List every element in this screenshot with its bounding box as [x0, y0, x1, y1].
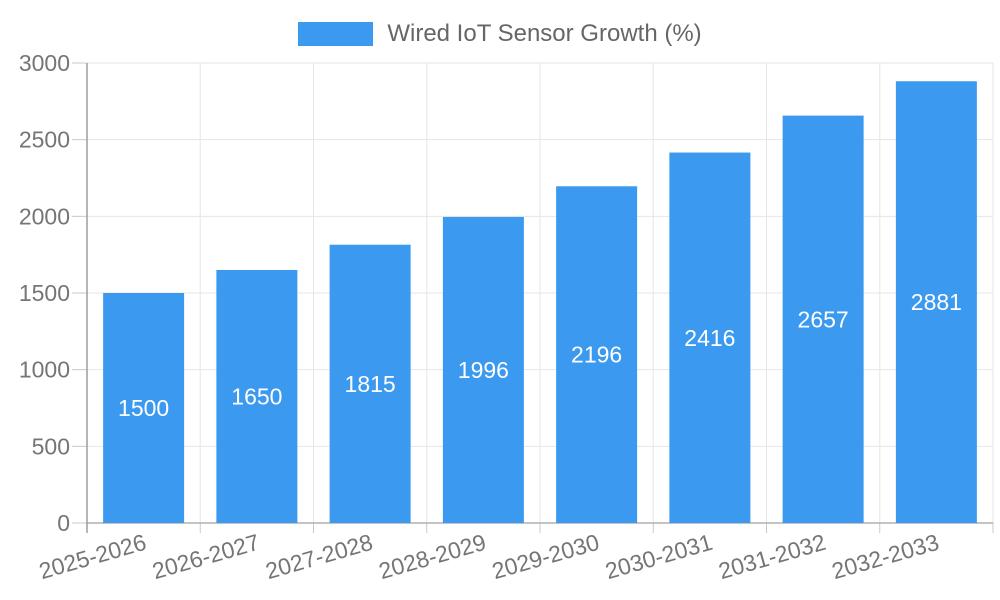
- legend: Wired IoT Sensor Growth (%): [0, 22, 1000, 46]
- y-tick-label: 2000: [19, 203, 70, 229]
- x-tick-label: 2026-2027: [149, 529, 262, 584]
- x-tick-label: 2027-2028: [263, 529, 376, 584]
- bar[interactable]: [895, 81, 977, 523]
- bar-value-label: 1996: [458, 357, 509, 383]
- x-tick-label: 2025-2026: [36, 529, 149, 584]
- bar[interactable]: [556, 186, 638, 523]
- bar-value-label: 1500: [118, 395, 169, 421]
- bar-value-label: 2416: [684, 325, 735, 351]
- bar[interactable]: [103, 293, 185, 523]
- bar-value-label: 1815: [345, 371, 396, 397]
- bar[interactable]: [442, 216, 524, 524]
- bar-value-label: 2881: [911, 289, 962, 315]
- y-tick-label: 1000: [19, 357, 70, 383]
- y-tick-label: 0: [57, 510, 70, 536]
- y-tick-label: 2500: [19, 127, 70, 153]
- y-tick-label: 500: [32, 433, 70, 459]
- x-tick-label: 2028-2029: [376, 529, 489, 584]
- legend-entry[interactable]: Wired IoT Sensor Growth (%): [298, 20, 702, 47]
- legend-swatch: [298, 22, 374, 46]
- y-tick-label: 3000: [19, 50, 70, 76]
- bar[interactable]: [669, 152, 751, 523]
- bar[interactable]: [329, 244, 411, 523]
- bar[interactable]: [216, 270, 298, 523]
- x-tick-label: 2031-2032: [716, 529, 829, 584]
- bar-value-label: 2196: [571, 342, 622, 368]
- bar-value-label: 2657: [798, 306, 849, 332]
- x-tick-label: 2029-2030: [489, 529, 602, 584]
- x-tick-label: 2030-2031: [602, 529, 715, 584]
- x-tick-label: 2032-2033: [829, 529, 942, 584]
- bar-value-label: 1650: [231, 384, 282, 410]
- y-tick-label: 1500: [19, 280, 70, 306]
- legend-label: Wired IoT Sensor Growth (%): [387, 20, 702, 47]
- bar[interactable]: [782, 115, 864, 524]
